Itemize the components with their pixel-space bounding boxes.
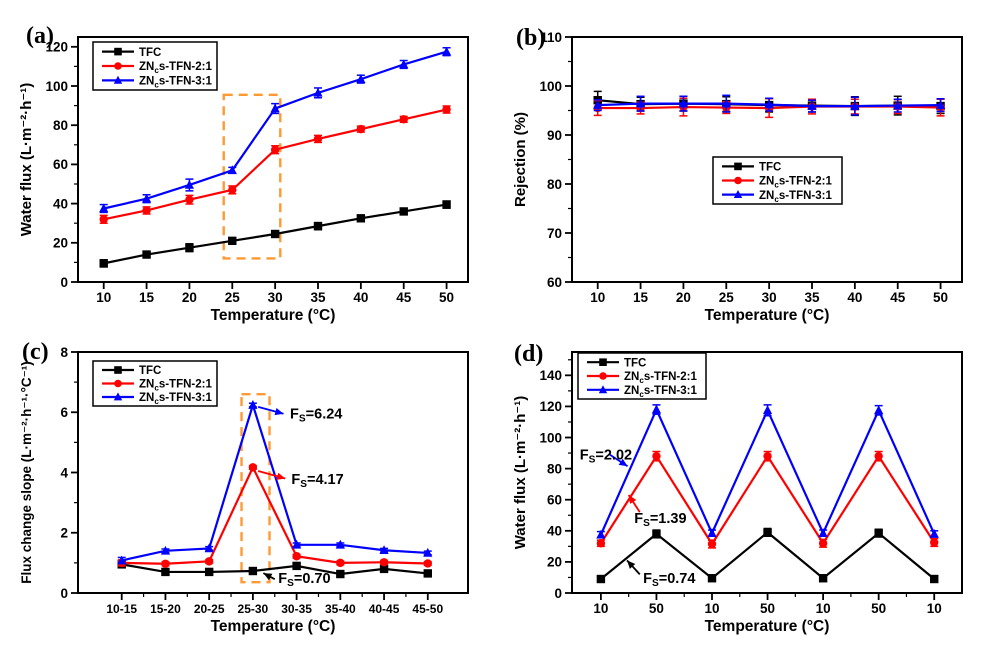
svg-text:ZNcs-TFN-2:1: ZNcs-TFN-2:1 [139,379,212,393]
svg-text:50: 50 [760,601,775,616]
svg-text:TFC: TFC [139,365,161,377]
panel-label-c: (c) [22,339,49,365]
svg-text:30: 30 [268,290,283,305]
svg-text:FS=0.70: FS=0.70 [278,571,330,589]
svg-text:40: 40 [353,290,368,305]
svg-text:TFC: TFC [139,47,161,59]
svg-text:35: 35 [804,290,820,305]
svg-text:TFC: TFC [759,162,781,174]
svg-text:0: 0 [60,275,68,290]
svg-text:100: 100 [45,79,68,94]
svg-text:Flux change slope (L·m⁻²·h⁻¹·°: Flux change slope (L·m⁻²·h⁻¹·°C⁻¹) [19,361,34,584]
svg-text:ZNcs-TFN-2:1: ZNcs-TFN-2:1 [624,371,697,385]
svg-text:30: 30 [762,290,777,305]
svg-text:ZNcs-TFN-2:1: ZNcs-TFN-2:1 [139,61,212,75]
svg-text:10: 10 [704,601,719,616]
svg-text:40: 40 [847,290,862,305]
svg-text:70: 70 [547,226,562,241]
svg-text:40-45: 40-45 [369,602,400,616]
svg-text:FS=2.02: FS=2.02 [580,447,632,465]
svg-text:80: 80 [547,461,562,476]
svg-text:ZNcs-TFN-3:1: ZNcs-TFN-3:1 [624,385,697,399]
svg-text:ZNcs-TFN-3:1: ZNcs-TFN-3:1 [759,190,832,204]
svg-text:FS=4.17: FS=4.17 [291,472,343,490]
panel-label-d: (d) [514,341,544,367]
svg-text:2: 2 [60,526,68,541]
svg-text:4: 4 [60,465,68,480]
chart-a-water-flux-vs-temperature: 0 20 40 60 80 100 120 10 15 20 25 30 35 40 45 50 TFC ZNcs… [0,0,494,326]
svg-text:50: 50 [871,601,886,616]
svg-text:60: 60 [547,275,562,290]
svg-text:20: 20 [676,290,691,305]
svg-text:15: 15 [633,290,649,305]
svg-text:25-30: 25-30 [238,602,269,616]
svg-text:120: 120 [45,40,68,55]
svg-text:80: 80 [547,177,562,192]
svg-text:40: 40 [53,196,68,211]
svg-text:10: 10 [816,601,831,616]
svg-text:FS=1.39: FS=1.39 [634,511,686,529]
svg-text:10: 10 [96,290,111,305]
chart-d-water-flux-cycling: 0 20 40 60 80 100 120 140 10 50 10 50 10 50 10 TFC ZNcs-… [494,326,988,652]
svg-text:110: 110 [540,30,562,45]
svg-text:Temperature (°C): Temperature (°C) [211,307,336,324]
svg-text:Rejection (%): Rejection (%) [512,112,529,207]
chart-svg-b: 60 70 80 90 100 110 10 15 20 25 30 35 40 45 50 TFC ZNcs-… [512,30,963,324]
svg-text:80: 80 [53,118,68,133]
svg-text:120: 120 [539,399,562,414]
svg-text:FS=6.24: FS=6.24 [290,406,342,424]
svg-text:10: 10 [927,601,942,616]
svg-text:15: 15 [139,290,155,305]
chart-svg-a: 0 20 40 60 80 100 120 10 15 20 25 30 35 40 45 50 TFC ZNcs… [18,36,469,324]
svg-text:10: 10 [590,290,605,305]
svg-text:Water flux (L·m⁻²·h⁻¹): Water flux (L·m⁻²·h⁻¹) [18,83,35,237]
svg-text:50: 50 [439,290,454,305]
svg-text:10-15: 10-15 [106,602,137,616]
svg-text:100: 100 [539,430,562,445]
panel-label-a: (a) [26,23,54,49]
svg-text:6: 6 [60,405,68,420]
svg-text:90: 90 [547,128,562,143]
svg-text:ZNcs-TFN-2:1: ZNcs-TFN-2:1 [759,176,832,190]
svg-text:0: 0 [60,586,68,601]
svg-text:Temperature (°C): Temperature (°C) [705,307,830,324]
svg-text:45: 45 [396,290,412,305]
svg-text:20: 20 [53,236,68,251]
svg-text:35-40: 35-40 [325,602,356,616]
chart-svg-d: 0 20 40 60 80 100 120 140 10 50 10 50 10 50 10 TFC ZNcs-… [512,351,963,635]
svg-text:FS=0.74: FS=0.74 [643,571,695,589]
svg-text:TFC: TFC [624,357,646,369]
svg-text:Water flux (L·m⁻²·h⁻¹): Water flux (L·m⁻²·h⁻¹) [512,396,529,550]
svg-text:140: 140 [539,368,562,383]
svg-text:0: 0 [554,586,562,601]
chart-c-flux-change-slope: 0 2 4 6 8 10-15 15-20 20-25 25-30 30-35 35-40 40-45… [0,326,494,652]
svg-text:50: 50 [649,601,664,616]
chart-b-rejection-vs-temperature: 60 70 80 90 100 110 10 15 20 25 30 35 40 45 50 TFC ZNcs-… [494,0,988,326]
svg-text:50: 50 [933,290,948,305]
svg-text:8: 8 [60,345,68,360]
svg-text:20-25: 20-25 [194,602,225,616]
svg-text:10: 10 [593,601,608,616]
svg-text:45: 45 [890,290,906,305]
svg-text:100: 100 [539,79,562,94]
svg-text:ZNcs-TFN-3:1: ZNcs-TFN-3:1 [139,392,212,406]
panel-label-b: (b) [516,25,546,51]
svg-text:Temperature (°C): Temperature (°C) [705,618,830,635]
svg-text:60: 60 [53,157,68,172]
svg-text:45-50: 45-50 [412,602,443,616]
svg-text:30-35: 30-35 [281,602,312,616]
svg-text:25: 25 [225,290,241,305]
svg-text:60: 60 [547,493,562,508]
svg-text:20: 20 [182,290,197,305]
svg-text:25: 25 [719,290,735,305]
svg-text:20: 20 [547,555,562,570]
svg-text:40: 40 [547,524,562,539]
svg-text:15-20: 15-20 [150,602,181,616]
svg-text:35: 35 [310,290,326,305]
svg-text:Temperature (°C): Temperature (°C) [211,618,336,635]
chart-svg-c: 0 2 4 6 8 10-15 15-20 20-25 25-30 30-35 35-40 40-45… [19,345,469,635]
svg-text:ZNcs-TFN-3:1: ZNcs-TFN-3:1 [139,76,212,90]
